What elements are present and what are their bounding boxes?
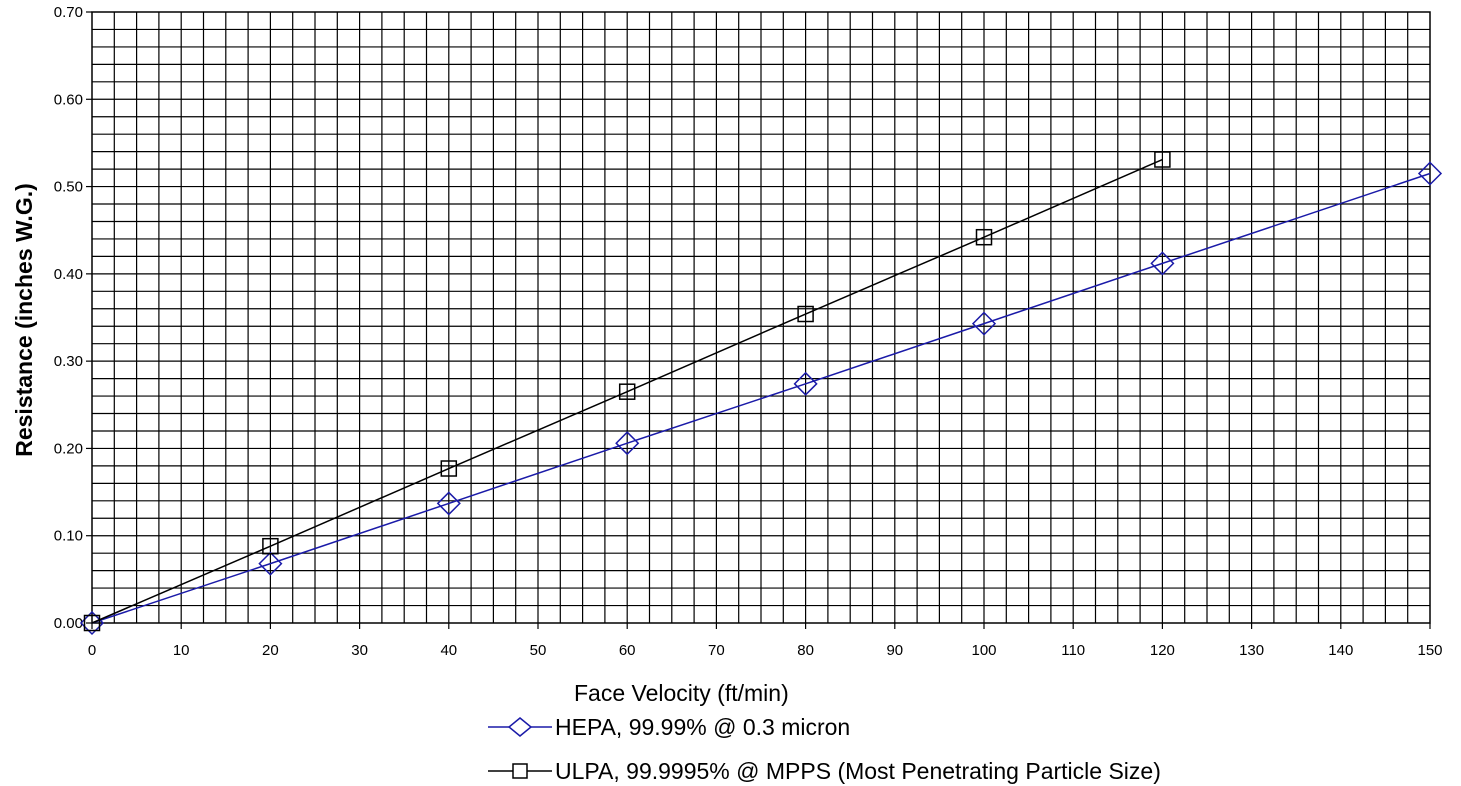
y-tick-label: 0.30 (54, 353, 83, 370)
data-point-diamond (258, 551, 283, 576)
x-tick-label: 50 (530, 642, 547, 659)
data-point-diamond (793, 371, 818, 396)
grid (92, 12, 1430, 623)
x-axis-label: Face Velocity (ft/min) (574, 680, 789, 706)
legend-label-ulpa: ULPA, 99.9995% @ MPPS (Most Penetrating … (555, 758, 1161, 784)
x-tick-label: 70 (708, 642, 725, 659)
x-tick-label: 120 (1150, 642, 1175, 659)
x-tick-label: 150 (1417, 642, 1442, 659)
series-layer (79, 151, 1443, 636)
x-tick-label: 110 (1061, 642, 1085, 659)
y-axis-label: Resistance (inches W.G.) (11, 183, 37, 457)
legend-item-hepa: HEPA, 99.99% @ 0.3 micron (488, 714, 850, 740)
y-tick-label: 0.10 (54, 528, 83, 545)
data-point-square (797, 305, 814, 323)
square-marker-icon (512, 763, 528, 779)
data-point-square (618, 383, 636, 400)
x-axis-ticks: 0 10 20 30 40 50 60 70 80 90 100 110 120 130 140 150 (88, 623, 1443, 659)
legend-item-ulpa: ULPA, 99.9995% @ MPPS (Most Penetrating … (488, 758, 1161, 784)
x-tick-label: 10 (173, 642, 190, 659)
data-point-diamond (436, 491, 461, 516)
data-point-diamond (1150, 251, 1175, 276)
legend-label-hepa: HEPA, 99.99% @ 0.3 micron (555, 714, 850, 740)
x-tick-label: 60 (619, 642, 636, 659)
data-point-square (975, 228, 993, 246)
y-tick-label: 0.60 (54, 91, 83, 108)
y-tick-label: 0.50 (54, 179, 83, 196)
x-tick-label: 140 (1328, 642, 1353, 659)
y-tick-label: 0.20 (54, 440, 83, 457)
series-square (83, 151, 1171, 632)
x-tick-label: 90 (886, 642, 903, 659)
series-line (91, 172, 1431, 624)
y-tick-label: 0.70 (54, 4, 83, 21)
data-point-diamond (1417, 161, 1443, 186)
x-tick-label: 80 (797, 642, 814, 659)
y-tick-label: 0.00 (54, 615, 83, 632)
y-axis-ticks: 0.00 0.10 0.20 0.30 0.40 0.50 0.60 0.70 (54, 4, 92, 632)
plot-area (91, 11, 1431, 624)
series-line (91, 158, 1163, 624)
x-tick-label: 30 (351, 642, 368, 659)
x-tick-label: 100 (971, 642, 996, 659)
data-point-diamond (615, 431, 640, 456)
x-tick-label: 20 (262, 642, 279, 659)
x-tick-label: 40 (440, 642, 457, 659)
diamond-marker-icon (507, 717, 533, 737)
x-tick-label: 0 (88, 642, 96, 659)
data-point-square (262, 537, 279, 555)
x-tick-label: 130 (1239, 642, 1264, 659)
data-point-square (1154, 151, 1171, 168)
y-tick-label: 0.40 (54, 266, 83, 283)
legend: HEPA, 99.99% @ 0.3 micron ULPA, 99.9995%… (488, 714, 1161, 784)
data-point-diamond (971, 311, 997, 336)
data-point-square (440, 460, 458, 477)
data-point-square (83, 614, 101, 632)
